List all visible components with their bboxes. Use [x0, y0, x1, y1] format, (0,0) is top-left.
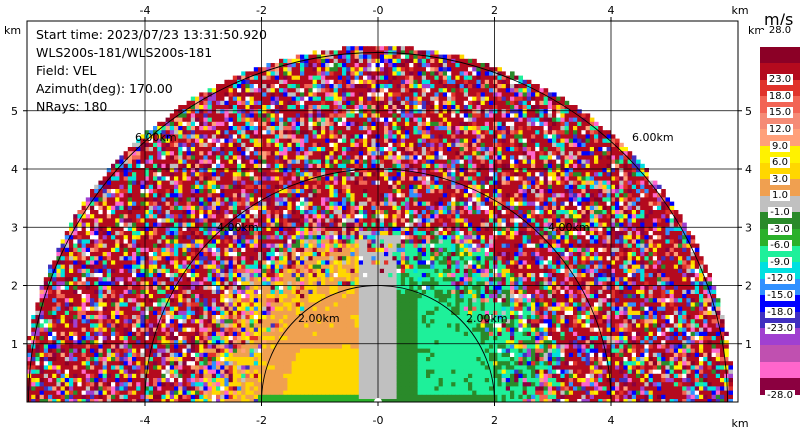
colorbar-label: 3.0 — [770, 173, 790, 185]
azimuth-text: Azimuth(deg): 170.00 — [36, 81, 173, 96]
colorbar-label: 23.0 — [766, 74, 794, 86]
range-rings — [28, 52, 728, 403]
colorbar-segment — [760, 344, 800, 362]
x-tick-label-bottom: 2 — [491, 414, 498, 427]
colorbar-segment — [760, 46, 800, 64]
velocity-field — [27, 46, 733, 402]
colorbar-label: 18.0 — [766, 90, 794, 102]
colorbar-segment — [760, 179, 800, 196]
range-ring-label: 6.00km — [135, 131, 177, 144]
x-tick-label-bottom: -4 — [140, 414, 151, 427]
colorbar-label: -23.0 — [765, 323, 795, 335]
instrument-text: WLS200s-181/WLS200s-181 — [36, 45, 213, 60]
y-tick-label-right: 4 — [745, 163, 752, 176]
colorbar-segment — [760, 162, 800, 180]
colorbar-segment — [760, 146, 800, 163]
nrays-text: NRays: 180 — [36, 99, 108, 114]
x-tick-label-bottom: 4 — [608, 414, 615, 427]
y-tick-label-right: 5 — [745, 105, 752, 118]
colorbar-label: -1.0 — [768, 207, 792, 218]
colorbar-label: -3.0 — [768, 223, 792, 235]
field-text: Field: VEL — [36, 63, 97, 78]
y-tick-label-right: 1 — [745, 338, 752, 351]
y-tick-label-left: 1 — [11, 338, 18, 351]
range-ring-label: 4.00km — [548, 221, 590, 234]
colorbar-label: -15.0 — [765, 289, 795, 301]
colorbar-label: -18.0 — [765, 306, 795, 318]
x-tick-label-top: -4 — [140, 4, 151, 17]
range-ring-label: 2.00km — [298, 312, 340, 325]
colorbar-segment — [760, 361, 800, 379]
y-tick-label-right: 3 — [745, 221, 752, 234]
colorbar-label: -28.0 — [765, 389, 795, 401]
x-tick-label-bottom: -2 — [256, 414, 267, 427]
colorbar-label: -9.0 — [768, 256, 792, 268]
colorbar-label: 28.0 — [766, 24, 794, 36]
colorbar-label: 6.0 — [770, 157, 790, 169]
x-tick-label-top: 2 — [491, 4, 498, 17]
y-tick-label-left: 5 — [11, 105, 18, 118]
x-unit-bottom: km — [731, 417, 748, 430]
y-unit-left: km — [4, 24, 21, 37]
colorbar-label: -12.0 — [765, 273, 795, 285]
colorbar-label: 12.0 — [766, 124, 794, 136]
colorbar-label: -6.0 — [768, 240, 792, 252]
range-ring-label: 2.00km — [466, 312, 508, 325]
start-time-text: Start time: 2023/07/23 13:31:50.920 — [36, 27, 267, 42]
x-tick-label-bottom: -0 — [373, 414, 384, 427]
colorbar-label: 1.0 — [770, 190, 790, 202]
info-panel: Start time: 2023/07/23 13:31:50.920 WLS2… — [36, 26, 267, 116]
x-tick-label-top: -2 — [256, 4, 267, 17]
y-tick-label-left: 2 — [11, 280, 18, 293]
plot-frame — [26, 20, 739, 403]
colorbar: 28.0 23.0 18.0 15.0 12.0 9.0 6.0 3.0 1.0 -1.0 -3.0… — [760, 24, 800, 401]
x-tick-label-top: -0 — [373, 4, 384, 17]
colorbar-label: 9.0 — [770, 140, 790, 152]
colorbar-label: 15.0 — [766, 107, 794, 119]
y-tick-label-left: 4 — [11, 163, 18, 176]
y-tick-label-left: 3 — [11, 221, 18, 234]
y-tick-label-right: 2 — [745, 280, 752, 293]
range-ring-label: 4.00km — [217, 221, 259, 234]
range-ring-label: 6.00km — [632, 131, 674, 144]
x-unit-top: km — [731, 4, 748, 17]
x-tick-label-top: 4 — [608, 4, 615, 17]
colorbar-unit: m/s — [764, 10, 794, 29]
